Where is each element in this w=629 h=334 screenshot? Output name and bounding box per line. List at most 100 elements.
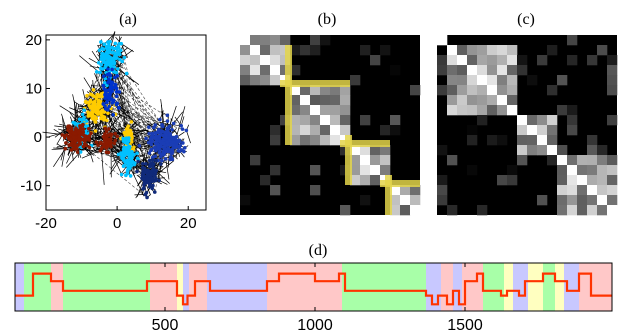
scatter-point: [147, 151, 152, 155]
scatter-point: [102, 74, 106, 79]
heatmap-cell: [260, 55, 271, 66]
heatmap-cell: [587, 195, 598, 206]
scatter-point: [96, 143, 100, 147]
scatter-point: [154, 176, 158, 181]
segment-band: [24, 263, 51, 311]
heatmap-cell: [330, 115, 341, 126]
heatmap-cell: [457, 65, 468, 76]
heatmap-cell: [467, 65, 478, 76]
scatter-point: [162, 151, 167, 156]
heatmap-cell: [437, 65, 448, 76]
edge-line: [105, 97, 169, 151]
heatmap-cell: [310, 35, 321, 46]
scatter-point: [135, 169, 139, 174]
heatmap-cell: [567, 105, 578, 116]
heatmap-cell: [290, 65, 301, 76]
heatmap-cell: [330, 105, 341, 116]
scatter-point: [97, 48, 102, 53]
scatter-point: [73, 139, 78, 144]
heatmap-cell: [567, 185, 578, 196]
scatter-point: [152, 190, 157, 194]
scatter-point: [101, 47, 106, 52]
heatmap-cell: [290, 115, 301, 126]
scatter-point: [168, 149, 173, 154]
heatmap-cell: [467, 75, 478, 86]
scatter-point: [171, 121, 176, 126]
scatter-point: [124, 173, 128, 178]
scatter-point: [94, 108, 99, 112]
heatmap-cell: [527, 115, 538, 126]
scatter-point: [159, 152, 164, 157]
heatmap-cell: [527, 135, 538, 146]
scatter-point: [110, 67, 114, 72]
heatmap-cell: [487, 65, 498, 76]
scatter-point: [118, 48, 123, 53]
scatter-point: [135, 156, 140, 161]
scatter-point: [105, 99, 110, 103]
scatter-point: [153, 131, 158, 136]
heatmap-cell: [587, 135, 598, 146]
edge-line: [114, 55, 150, 176]
heatmap-cell: [547, 135, 558, 146]
scatter-point: [142, 171, 146, 175]
heatmap-cell: [370, 55, 381, 66]
scatter-point: [146, 140, 151, 145]
heatmap-cell: [607, 85, 618, 96]
edge-line: [110, 141, 165, 146]
scatter-point: [113, 138, 118, 143]
heatmap-cell: [567, 195, 578, 206]
scatter-point: [132, 145, 136, 149]
x-tick-label: 500: [152, 317, 179, 334]
heatmap-cell: [390, 185, 401, 196]
scatter-point: [127, 144, 131, 149]
heatmap-cell: [497, 45, 508, 56]
scatter-point: [64, 141, 68, 145]
scatter-point: [104, 136, 108, 141]
scatter-point: [141, 174, 146, 179]
segment-band: [564, 263, 579, 311]
heatmap-cell: [467, 45, 478, 56]
edge-line: [66, 63, 107, 136]
heatmap-cell: [537, 195, 548, 206]
heatmap-cell: [370, 145, 381, 156]
scatter-point: [144, 162, 148, 166]
scatter-point: [106, 133, 110, 138]
scatter-point: [107, 127, 111, 131]
heatmap-cell: [437, 145, 448, 156]
heatmap-cell: [557, 195, 568, 206]
y-tick-label: 10: [25, 80, 42, 97]
heatmap-cell: [447, 75, 458, 86]
heatmap-cell: [597, 175, 608, 186]
panel-c-label: (c): [517, 11, 535, 28]
heatmap-cell: [390, 125, 401, 136]
scatter-point: [94, 110, 99, 115]
scatter-point: [74, 126, 78, 131]
panel-c-heatmap: [437, 35, 618, 216]
highlight-band: [385, 175, 392, 215]
heatmap-cell: [607, 195, 618, 206]
scatter-point: [141, 161, 145, 166]
scatter-point: [106, 40, 110, 45]
scatter-point: [182, 149, 186, 154]
scatter-point: [137, 144, 142, 148]
scatter-point: [178, 143, 183, 148]
scatter-point: [94, 70, 99, 74]
scatter-point: [122, 145, 126, 150]
scatter-point: [149, 142, 154, 147]
scatter-point: [87, 103, 92, 108]
scatter-point: [75, 150, 80, 154]
heatmap-cell: [567, 125, 578, 136]
scatter-point: [170, 127, 174, 132]
scatter-point: [141, 165, 145, 170]
heatmap-cell: [350, 155, 361, 166]
heatmap-cell: [360, 195, 371, 206]
heatmap-cell: [597, 205, 608, 216]
heatmap-cell: [507, 75, 518, 86]
scatter-point: [115, 134, 120, 139]
scatter-point: [129, 120, 134, 124]
scatter-point: [73, 122, 77, 126]
scatter-point: [100, 67, 105, 71]
scatter-point: [98, 70, 102, 75]
scatter-point: [80, 137, 85, 142]
segment-band: [483, 263, 504, 311]
